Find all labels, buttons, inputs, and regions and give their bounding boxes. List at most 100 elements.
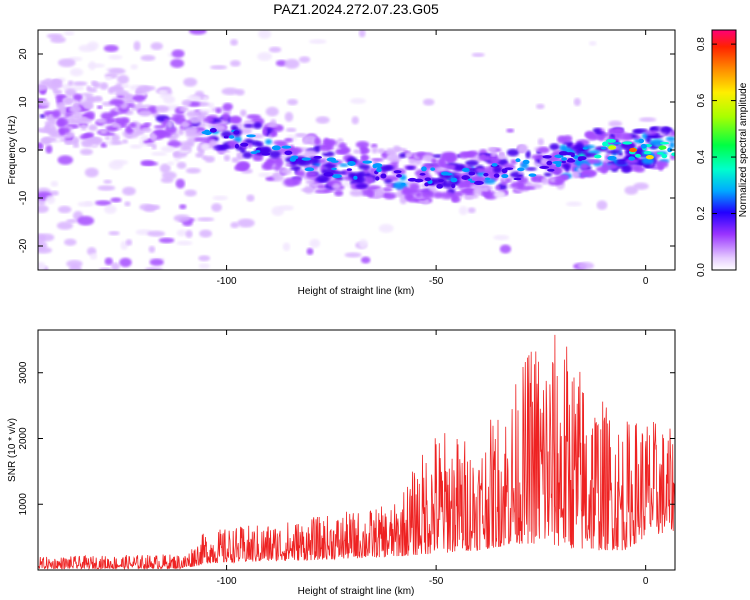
heatmap-cell (107, 87, 115, 94)
heatmap-cell (414, 158, 422, 166)
heatmap-core (467, 178, 473, 182)
heatmap-cell (577, 262, 595, 270)
colorbar-tick-label: 0.2 (696, 206, 707, 220)
heatmap-cell (612, 132, 621, 138)
heatmap-cell (38, 127, 45, 132)
x-tick-label: 0 (643, 276, 649, 287)
heatmap-cell (151, 145, 157, 150)
heatmap-cell (57, 102, 66, 107)
heatmap-cell (84, 132, 95, 138)
heatmap-core (582, 147, 589, 150)
heatmap-cell (97, 185, 116, 191)
heatmap-cell (404, 187, 418, 195)
colorbar-tick-label: 0.8 (696, 37, 707, 51)
heatmap-cell (184, 189, 197, 197)
heatmap-cell (358, 30, 366, 38)
y-tick-label: 10 (18, 96, 29, 108)
heatmap-cell (197, 109, 212, 113)
heatmap-cell (506, 128, 515, 133)
heatmap-cell (56, 221, 74, 230)
heatmap-cell (63, 31, 75, 36)
snr-panel: -100 -50 0 1000 2000 3000 Height of straight… (7, 329, 676, 597)
heatmap-core (561, 160, 566, 164)
heatmap-cell (477, 171, 485, 177)
heatmap-core (522, 159, 530, 165)
heatmap-core (567, 158, 574, 161)
heatmap-cell (150, 42, 163, 51)
heatmap-core (375, 176, 380, 181)
heatmap-cell (125, 239, 133, 246)
heatmap-cell (465, 195, 474, 200)
heatmap-cell (554, 177, 565, 185)
heatmap-cell (141, 127, 152, 133)
figure-title: PAZ1.2024.272.07.23.G05 (273, 1, 439, 17)
heatmap-cell (497, 155, 508, 159)
heatmap-cell (563, 135, 573, 143)
heatmap-peak (645, 155, 654, 160)
heatmap-cell (88, 87, 98, 93)
heatmap-cell (583, 169, 597, 178)
heatmap-cell (295, 132, 307, 138)
heatmap-cell (398, 152, 407, 159)
heatmap-cell (537, 138, 544, 146)
heatmap-cell (377, 148, 386, 154)
colorbar-ticks: 0.0 0.2 0.4 0.6 0.8 (696, 37, 736, 277)
heatmap-cell (111, 122, 118, 128)
heatmap-cell (221, 87, 239, 96)
heatmap-core (463, 176, 471, 180)
heatmap-cell (173, 214, 191, 222)
heatmap-cell (480, 153, 486, 160)
heatmap-cell (272, 140, 288, 145)
heatmap-core (419, 172, 426, 176)
heatmap-cell (137, 100, 143, 106)
heatmap-cell (493, 190, 506, 199)
heatmap-core (301, 157, 312, 161)
heatmap-cell (50, 180, 59, 187)
heatmap-cell (586, 133, 598, 141)
heatmap-cell (103, 44, 119, 53)
heatmap-core (451, 183, 456, 189)
heatmap-cell (258, 172, 272, 178)
heatmap-core (635, 153, 642, 158)
colorbar-tick-label: 0.6 (696, 93, 707, 107)
colorbar: 0.0 0.2 0.4 0.6 0.8 Normalized spectral ampl… (696, 29, 749, 277)
snr-ylabel: SNR (10 * v/v) (7, 418, 18, 482)
heatmap-cell (140, 159, 155, 166)
heatmap-cell (100, 129, 108, 135)
heatmap-cell (605, 150, 621, 155)
heatmap-cell (84, 167, 99, 178)
heatmap-cell (247, 143, 253, 149)
heatmap-cell (45, 144, 53, 154)
heatmap-core (323, 172, 334, 177)
heatmap-cell (355, 183, 369, 189)
heatmap-cell (194, 137, 208, 142)
heatmap-cell (171, 49, 185, 58)
heatmap-cell (175, 178, 186, 189)
heatmap-cell (108, 68, 126, 75)
heatmap-cell (104, 204, 117, 214)
heatmap-cell (292, 148, 298, 157)
heatmap-cell (231, 157, 240, 163)
heatmap-cell (38, 142, 44, 151)
heatmap-cell (50, 190, 59, 196)
heatmap-cell (97, 105, 103, 110)
heatmap-cell (210, 65, 228, 70)
heatmap-cell (85, 111, 96, 119)
heatmap-core (290, 155, 299, 160)
heatmap-cell (234, 165, 247, 172)
heatmap-core (313, 155, 322, 159)
heatmap-cell (487, 147, 498, 152)
heatmap-core (622, 141, 633, 145)
heatmap-core (501, 168, 508, 174)
heatmap-cell (38, 204, 49, 214)
heatmap-cell (198, 255, 211, 262)
heatmap-cell (467, 207, 476, 214)
heatmap-cell (119, 257, 132, 268)
heatmap-cell (110, 140, 124, 145)
heatmap-cell (179, 204, 187, 210)
heatmap-cell (161, 121, 167, 127)
heatmap-cell (135, 88, 144, 95)
heatmap-core (513, 177, 522, 181)
heatmap-cell (77, 215, 95, 226)
